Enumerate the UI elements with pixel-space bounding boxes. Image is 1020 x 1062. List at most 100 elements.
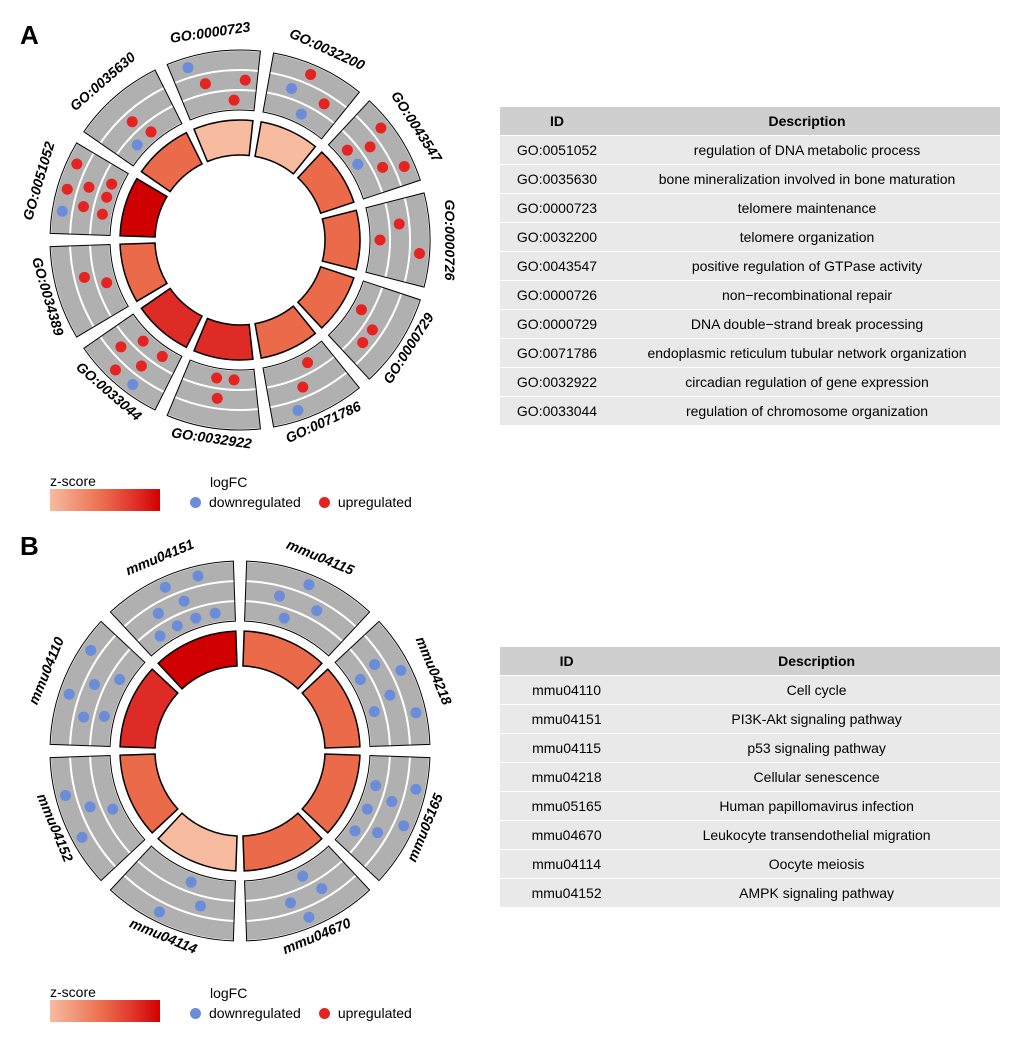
- table-row: mmu04110Cell cycle: [500, 675, 1000, 704]
- up-dot: [305, 69, 316, 80]
- up-dot: [71, 158, 82, 169]
- zscore-label: z-score: [50, 473, 96, 489]
- down-dot: [285, 897, 296, 908]
- down-dot: [362, 804, 373, 815]
- up-dot: [101, 277, 112, 288]
- zscore-segment: [322, 210, 360, 270]
- cell-desc: non−recombinational repair: [614, 280, 1000, 309]
- down-dot: [398, 820, 409, 831]
- cell-desc: circadian regulation of gene expression: [614, 367, 1000, 396]
- cell-id: GO:0032200: [500, 222, 614, 251]
- down-dot: [384, 690, 395, 701]
- up-dot: [365, 141, 376, 152]
- table-row: GO:0071786endoplasmic reticulum tubular …: [500, 338, 1000, 367]
- legend-b: z-score logFC downregulated: [20, 984, 490, 1022]
- up-dot: [377, 162, 388, 173]
- table-row: GO:0000723telomere maintenance: [500, 193, 1000, 222]
- zscore-segment: [255, 306, 315, 358]
- down-dot: [311, 605, 322, 616]
- cell-id: mmu04152: [500, 878, 633, 907]
- zscore-legend-a: z-score: [50, 473, 160, 511]
- down-dot: [210, 608, 221, 619]
- down-dot: [370, 780, 381, 791]
- cell-id: mmu04110: [500, 675, 633, 704]
- panel-b: B mmu04110mmu04151mmu04115mmu04218mmu051…: [20, 531, 1000, 1022]
- th-id: ID: [500, 106, 614, 135]
- table-row: GO:0032922circadian regulation of gene e…: [500, 367, 1000, 396]
- up-dot: [78, 201, 89, 212]
- down-dot: [349, 825, 360, 836]
- cell-id: GO:0033044: [500, 396, 614, 425]
- down-dot: [190, 613, 201, 624]
- up-dot: [375, 235, 386, 246]
- table-b: ID Description mmu04110Cell cyclemmu0415…: [500, 646, 1000, 908]
- down-dot: [286, 83, 297, 94]
- cell-desc: endoplasmic reticulum tubular network or…: [614, 338, 1000, 367]
- down-dot: [89, 679, 100, 690]
- down-dot: [274, 590, 285, 601]
- cell-desc: Cell cycle: [633, 675, 1000, 704]
- down-dot: [153, 608, 164, 619]
- down-dot: [154, 906, 165, 917]
- down-label: downregulated: [209, 1005, 301, 1021]
- down-dot: [160, 582, 171, 593]
- zscore-legend-b: z-score: [50, 984, 160, 1022]
- zscore-segment: [255, 122, 315, 174]
- down-dot-icon: [190, 1008, 201, 1019]
- cell-desc: DNA double−strand break processing: [614, 309, 1000, 338]
- panel-a-label: A: [20, 20, 39, 51]
- up-dot: [302, 357, 313, 368]
- down-legend-a: downregulated: [190, 494, 301, 510]
- cell-id: GO:0000723: [500, 193, 614, 222]
- up-dot: [229, 374, 240, 385]
- table-row: mmu04670Leukocyte transendothelial migra…: [500, 820, 1000, 849]
- down-dot: [352, 159, 363, 170]
- cell-id: GO:0000726: [500, 280, 614, 309]
- up-dot: [356, 304, 367, 315]
- cell-id: mmu05165: [500, 791, 633, 820]
- cell-id: GO:0032922: [500, 367, 614, 396]
- zscore-segment: [120, 179, 167, 237]
- up-label: upregulated: [338, 494, 412, 510]
- down-dot: [395, 665, 406, 676]
- cell-id: GO:0051052: [500, 135, 614, 164]
- down-dot: [127, 379, 138, 390]
- up-dot-icon: [319, 497, 330, 508]
- down-dot: [279, 613, 290, 624]
- up-dot-icon: [319, 1008, 330, 1019]
- up-dot: [62, 184, 73, 195]
- zscore-segment: [194, 120, 253, 161]
- cell-desc: p53 signaling pathway: [633, 733, 1000, 762]
- up-dot: [229, 95, 240, 106]
- table-row: mmu04115p53 signaling pathway: [500, 733, 1000, 762]
- down-dot: [85, 801, 96, 812]
- down-dot: [410, 707, 421, 718]
- up-dot: [79, 272, 90, 283]
- down-dot: [107, 804, 118, 815]
- panel-b-label: B: [20, 531, 39, 562]
- zscore-segment: [120, 243, 167, 301]
- cell-desc: telomere organization: [614, 222, 1000, 251]
- up-dot: [357, 337, 368, 348]
- cell-desc: PI3K-Akt signaling pathway: [633, 704, 1000, 733]
- cell-id: mmu04114: [500, 849, 633, 878]
- down-dot: [179, 596, 190, 607]
- circular-chart-b: mmu04110mmu04151mmu04115mmu04218mmu05165…: [20, 531, 460, 971]
- down-dot: [77, 832, 88, 843]
- up-legend-a: upregulated: [319, 494, 412, 510]
- up-dot: [342, 145, 353, 156]
- zscore-gradient-b: [50, 1000, 160, 1022]
- down-dot: [85, 645, 96, 656]
- down-dot: [64, 689, 75, 700]
- up-dot: [399, 161, 410, 172]
- cell-id: mmu04218: [500, 762, 633, 791]
- down-dot: [99, 711, 110, 722]
- down-dot: [369, 706, 380, 717]
- table-row: GO:0032200telomere organization: [500, 222, 1000, 251]
- down-legend-b: downregulated: [190, 1005, 301, 1021]
- cell-desc: Cellular senescence: [633, 762, 1000, 791]
- up-dot: [115, 341, 126, 352]
- up-dot: [110, 364, 121, 375]
- legend-a: z-score logFC downregulated: [20, 473, 490, 511]
- down-label: downregulated: [209, 494, 301, 510]
